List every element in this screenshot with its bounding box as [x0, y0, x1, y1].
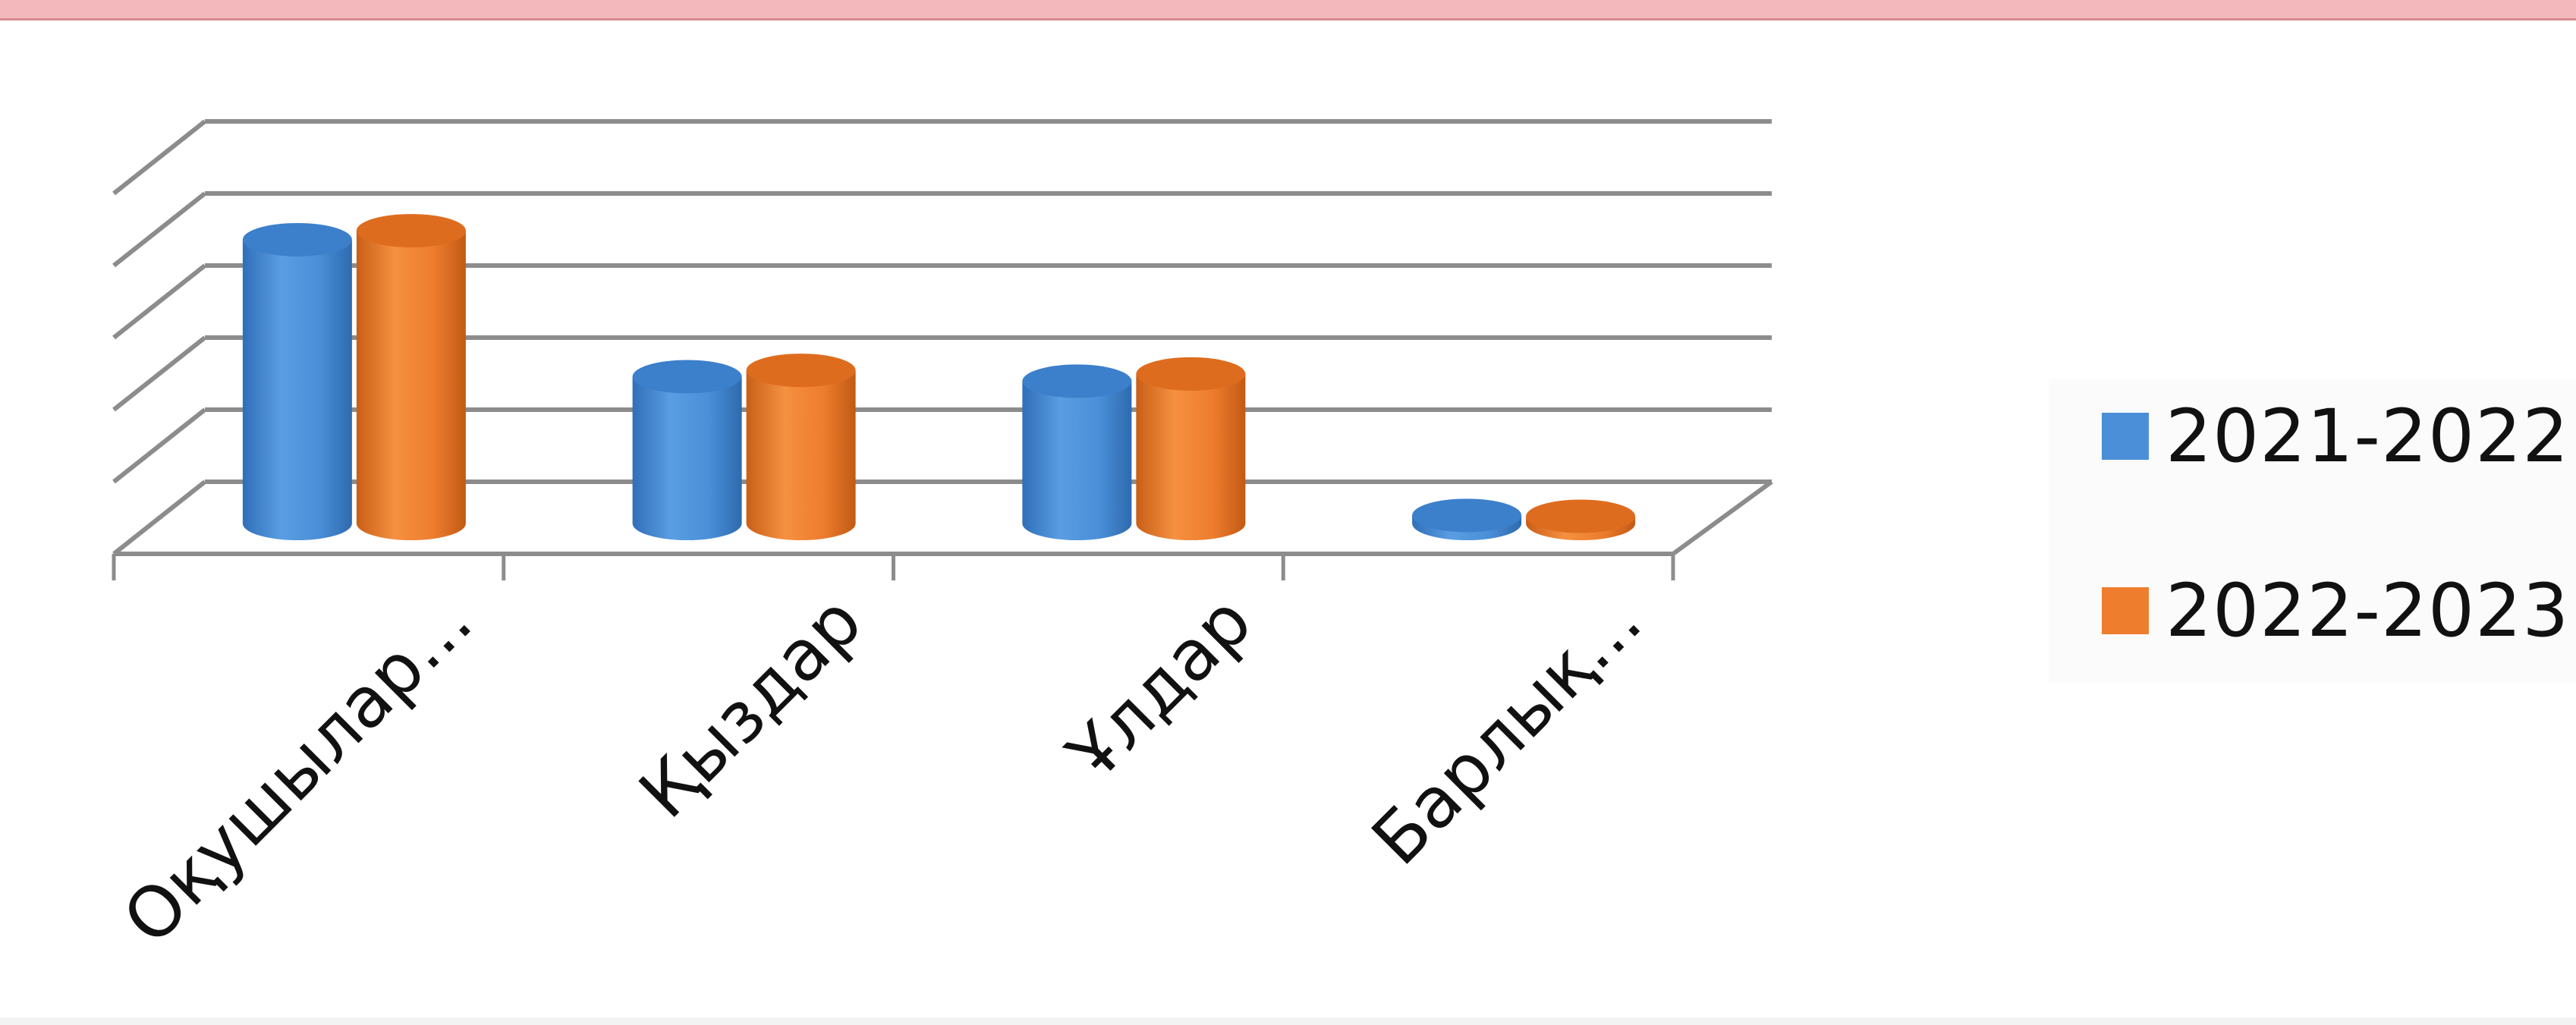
side-wall-gridline — [112, 335, 206, 412]
bar-top-cap — [356, 214, 466, 248]
plot-grid — [112, 119, 1773, 580]
bars — [242, 214, 1636, 541]
category-label-1: Оқушылар... — [108, 580, 487, 960]
side-wall-gridline — [112, 263, 206, 340]
slide-bottom-edge — [0, 1017, 2576, 1025]
bar-body — [1136, 373, 1246, 541]
bar-1-2 — [632, 360, 742, 541]
bar-2-1 — [356, 214, 466, 541]
category-label-3: Ұлдар — [1052, 580, 1267, 796]
bar-top-cap — [242, 222, 352, 256]
category-label-2: Қыздар — [624, 580, 877, 834]
side-wall-gridline — [112, 407, 206, 484]
legend-swatch-series-1 — [2102, 413, 2149, 460]
bar-body — [242, 239, 352, 541]
bar-body — [632, 376, 742, 541]
legend-swatch-series-2 — [2102, 587, 2149, 634]
legend-label-series-2: 2022-2023 — [2166, 568, 2570, 653]
floor-right-edge — [1672, 479, 1773, 556]
bar-2-4 — [1526, 499, 1636, 541]
legend: 2021-2022 2022-2023 — [2102, 391, 2569, 740]
bar-2-3 — [1136, 357, 1246, 541]
legend-item-series-2: 2022-2023 — [2102, 565, 2569, 656]
bar-top-cap — [1022, 364, 1132, 398]
bar-top-cap — [746, 354, 856, 388]
category-label-4: Барлық... — [1357, 580, 1657, 881]
bar-1-4 — [1412, 498, 1522, 541]
legend-label-series-1: 2021-2022 — [2166, 394, 2570, 479]
slide-top-band — [0, 0, 2576, 20]
bar-body — [356, 231, 466, 541]
bar-2-2 — [746, 354, 856, 541]
bar-top-cap — [1136, 357, 1246, 391]
category-axis-labels: Оқушылар... Қыздар Ұлдар Барлық... — [108, 580, 1657, 960]
side-wall-gridline — [112, 191, 206, 268]
side-wall-gridline — [112, 479, 206, 556]
bar-1-1 — [242, 222, 352, 541]
bar-top-cap — [1412, 498, 1522, 533]
bar-body — [746, 370, 856, 541]
bar-top-cap — [632, 360, 742, 394]
bar-top-cap — [1526, 499, 1636, 533]
side-wall-gridline — [112, 119, 206, 196]
bar-1-3 — [1022, 364, 1132, 541]
bar-body — [1022, 381, 1132, 541]
legend-item-series-1: 2021-2022 — [2102, 391, 2569, 482]
